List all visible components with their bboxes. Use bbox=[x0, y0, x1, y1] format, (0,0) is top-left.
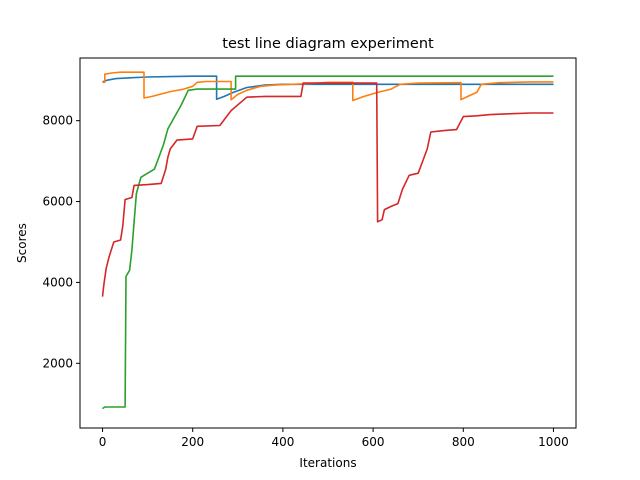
x-tick-label: 600 bbox=[362, 435, 385, 449]
y-axis: 2000 4000 6000 8000 bbox=[42, 114, 80, 370]
x-tick-label: 0 bbox=[99, 435, 107, 449]
plot-series bbox=[101, 71, 554, 410]
series-line-2 bbox=[102, 71, 554, 102]
x-tick-label: 200 bbox=[181, 435, 204, 449]
series-line-4 bbox=[101, 82, 554, 297]
series-line-3 bbox=[102, 75, 554, 410]
y-tick-label: 2000 bbox=[42, 356, 73, 370]
plot-frame bbox=[79, 57, 577, 429]
y-tick-label: 6000 bbox=[42, 195, 73, 209]
y-tick-label: 8000 bbox=[42, 114, 73, 128]
x-tick-label: 400 bbox=[271, 435, 294, 449]
y-tick-label: 4000 bbox=[42, 275, 73, 289]
y-axis-label: Scores bbox=[15, 223, 29, 263]
x-axis-label: Iterations bbox=[299, 456, 356, 470]
x-tick-label: 800 bbox=[452, 435, 475, 449]
chart-title: test line diagram experiment bbox=[222, 36, 434, 52]
x-tick-label: 1000 bbox=[538, 435, 569, 449]
x-axis: 0 200 400 600 800 1000 bbox=[99, 428, 569, 449]
